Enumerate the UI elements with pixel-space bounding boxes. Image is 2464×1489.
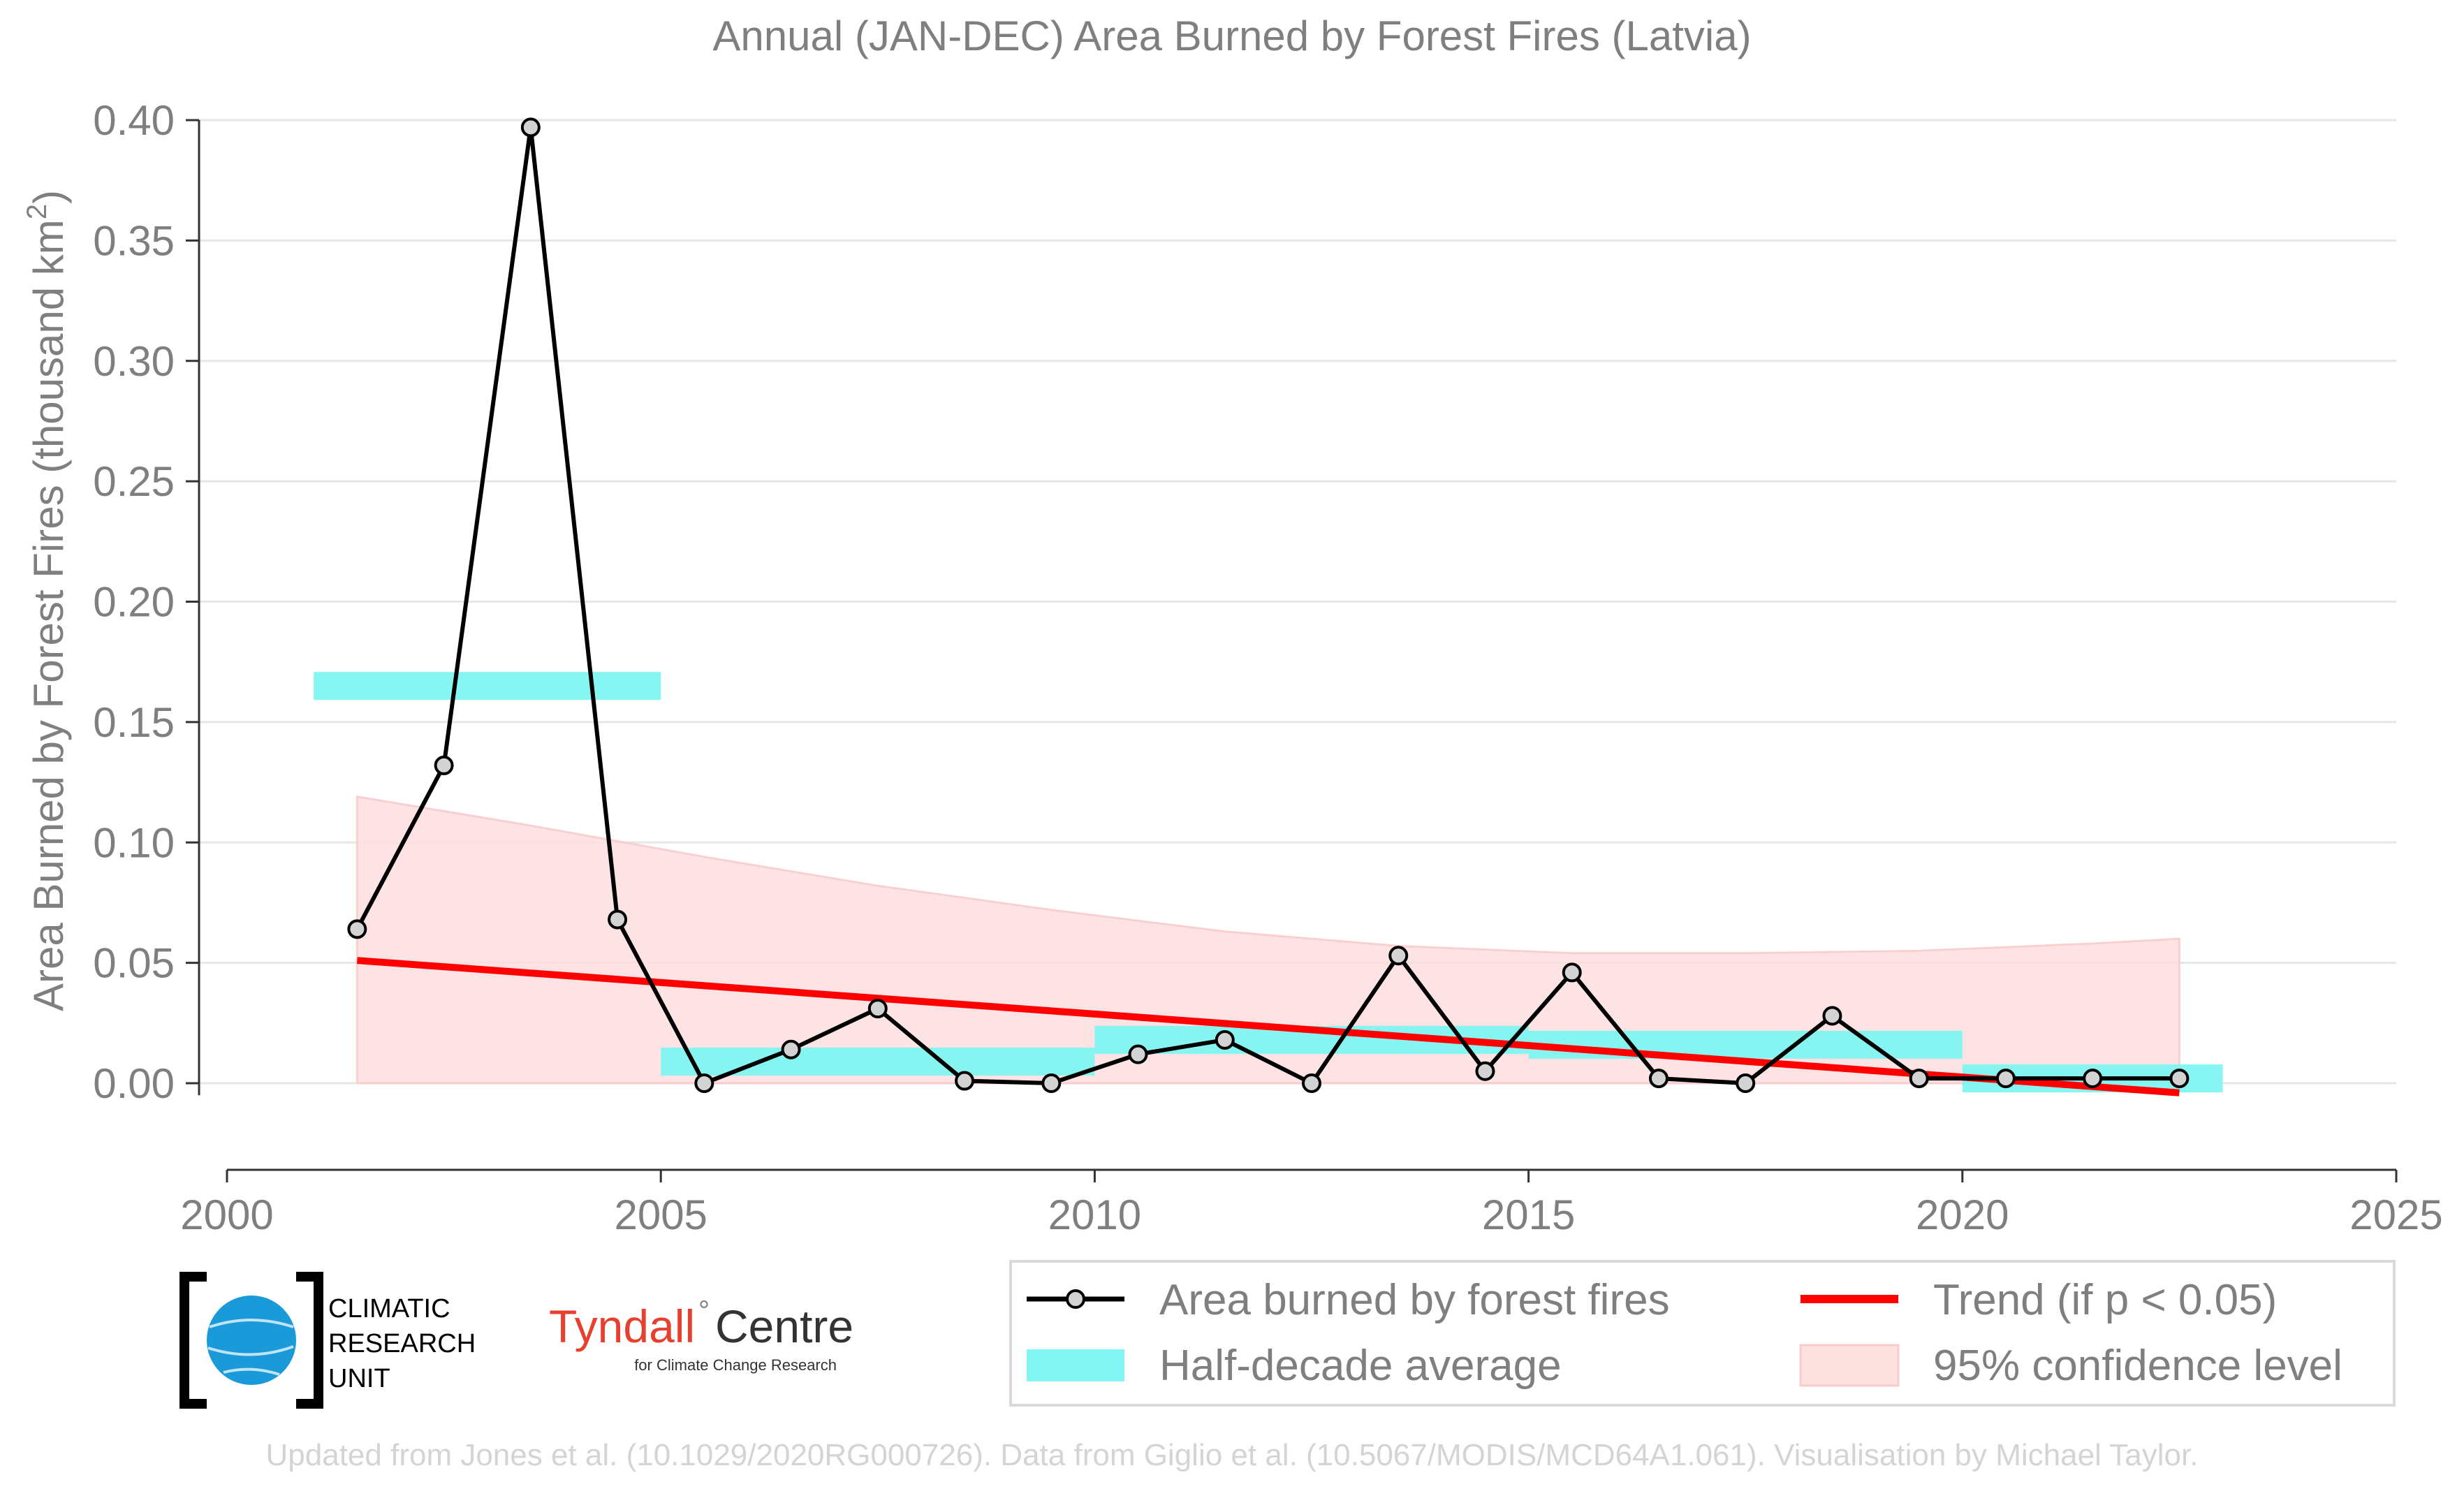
- tyndall-subtitle: for Climate Change Research: [634, 1356, 837, 1374]
- y-tick-label-0.35: 0.35: [93, 217, 175, 264]
- half-decade-bar-4: [1528, 1030, 1963, 1059]
- data-point-2012.5: [1302, 1073, 1321, 1093]
- x-tick-label-2010: 2010: [1048, 1191, 1141, 1238]
- cru-logo: CLIMATIC RESEARCH UNIT: [179, 1272, 476, 1409]
- data-point-2019.5: [1909, 1069, 1929, 1089]
- tyndall-degree: °: [698, 1296, 710, 1326]
- cru-text-line2: RESEARCH: [328, 1329, 476, 1358]
- data-point-2004.5: [608, 909, 628, 930]
- axes: [186, 119, 2398, 1182]
- x-tick-label-2020: 2020: [1916, 1191, 2009, 1238]
- data-point-2007.5: [867, 999, 888, 1019]
- y-tick-label-0.05: 0.05: [93, 940, 175, 987]
- data-point-2005.5: [694, 1073, 714, 1093]
- tyndall-logo: Tyndall ° Centre for Climate Change Rese…: [549, 1296, 853, 1374]
- legend-box: [1009, 1260, 2396, 1407]
- area-burned-series-layer: [347, 117, 2190, 1093]
- cru-bracket-right: [296, 1272, 323, 1409]
- cru-text-line3: UNIT: [328, 1364, 390, 1393]
- data-point-2009.5: [1041, 1073, 1062, 1093]
- area-burned-line: [355, 125, 2180, 1085]
- legend-ci-label: 95% confidence level: [1933, 1342, 2342, 1390]
- data-point-2015.5: [1562, 962, 1582, 983]
- y-tick-labels: 0.00 0.05 0.10 0.15 0.20 0.25 0.30 0.35 0.40: [93, 97, 175, 1107]
- data-point-2006.5: [781, 1039, 801, 1059]
- y-tick-label-0.00: 0.00: [93, 1060, 175, 1107]
- x-tick-label-2025: 2025: [2349, 1191, 2442, 1238]
- data-point-2010.5: [1128, 1044, 1148, 1064]
- y-tick-label-0.40: 0.40: [93, 97, 175, 144]
- legend-avg-label: Half-decade average: [1159, 1342, 1562, 1390]
- data-point-2002.5: [434, 755, 454, 775]
- footer-credits: Updated from Jones et al. (10.1029/2020R…: [266, 1438, 2199, 1472]
- y-tick-label-0.25: 0.25: [93, 458, 175, 505]
- data-point-2013.5: [1388, 946, 1409, 966]
- data-point-2003.5: [520, 117, 541, 138]
- x-tick-label-2005: 2005: [614, 1191, 707, 1238]
- x-tick-label-2015: 2015: [1482, 1191, 1575, 1238]
- half-decade-bar-1: [314, 672, 661, 701]
- data-point-2020.5: [1995, 1069, 2016, 1089]
- cru-globe-lines: [207, 1319, 294, 1376]
- data-point-2017.5: [1736, 1073, 1756, 1093]
- data-point-2008.5: [955, 1071, 975, 1091]
- half-decade-bar-2: [661, 1047, 1095, 1076]
- chart-title: Annual (JAN-DEC) Area Burned by Forest F…: [712, 13, 1751, 59]
- data-point-2021.5: [2083, 1069, 2103, 1089]
- data-point-2016.5: [1648, 1069, 1669, 1089]
- tyndall-name: Tyndall: [549, 1300, 695, 1352]
- x-tick-label-2000: 2000: [180, 1191, 273, 1238]
- legend: Area burned by forest fires Trend (if p …: [1009, 1260, 2396, 1407]
- data-point-2018.5: [1822, 1006, 1842, 1026]
- legend-ci-swatch: [1799, 1344, 1900, 1387]
- legend-avg-swatch: [1027, 1349, 1124, 1381]
- cru-text-line1: CLIMATIC: [328, 1294, 450, 1323]
- legend-line-label: Area burned by forest fires: [1159, 1276, 1670, 1324]
- y-tick-label-0.20: 0.20: [93, 579, 175, 626]
- cru-bracket-left: [179, 1272, 207, 1409]
- y-tick-label-0.30: 0.30: [93, 338, 175, 385]
- legend-trend-label: Trend (if p < 0.05): [1933, 1276, 2277, 1324]
- x-tick-labels: 2000 2005 2010 2015 2020 2025: [180, 1191, 2442, 1238]
- y-tick-label-0.15: 0.15: [93, 699, 175, 746]
- data-point-2014.5: [1475, 1061, 1495, 1081]
- data-point-2001.5: [347, 919, 367, 939]
- tyndall-centre: Centre: [715, 1300, 853, 1352]
- y-axis-label: Area Burned by Forest Fires (thousand km…: [22, 190, 72, 1011]
- data-point-2011.5: [1215, 1029, 1235, 1050]
- y-tick-label-0.10: 0.10: [93, 819, 175, 866]
- cru-globe-icon: [207, 1296, 296, 1385]
- legend-marker-swatch: [1066, 1289, 1085, 1309]
- trend-line: [356, 957, 2180, 1096]
- trend-line-layer: [356, 957, 2180, 1096]
- data-point-2022.5: [2169, 1069, 2190, 1089]
